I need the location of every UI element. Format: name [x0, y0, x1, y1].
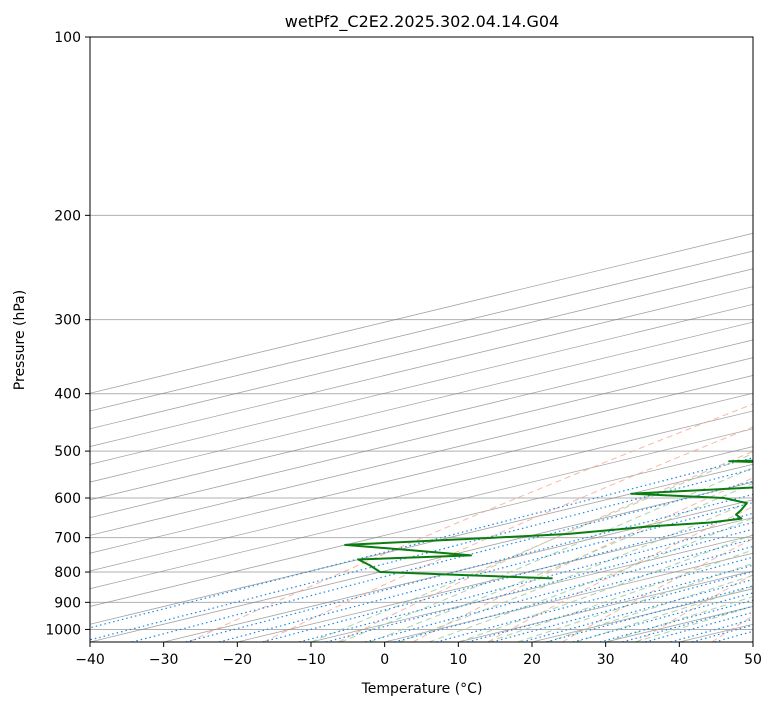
isotherm-line — [90, 321, 753, 483]
y-tick-label: 400 — [54, 387, 81, 403]
dry-adiabat-line — [188, 403, 753, 642]
moist-adiabat-line — [399, 499, 753, 642]
isotherm-line — [90, 268, 753, 430]
plot-frame — [89, 36, 754, 643]
x-tick-label: 40 — [670, 652, 688, 668]
dry-adiabat-line — [263, 426, 753, 642]
moist-adiabat-line — [369, 482, 753, 642]
moist-adiabat-line — [458, 534, 753, 642]
y-axis-title: Pressure (hPa) — [12, 290, 28, 390]
isotherm-line — [163, 499, 753, 642]
y-tick-label: 300 — [54, 313, 81, 329]
isotherm-line — [458, 570, 753, 642]
y-tick-label: 1000 — [45, 622, 81, 638]
moist-adiabat-line — [340, 467, 753, 642]
isotherm-line — [605, 606, 753, 642]
isotherm-line — [90, 410, 753, 572]
dry-adiabat-line — [711, 615, 753, 642]
axes: −40 −30 −20 −10 0 10 20 30 40 50 100 200 300 400 500 60… — [45, 30, 762, 668]
x-tick-label: 10 — [449, 652, 467, 668]
dry-adiabat-line — [562, 538, 753, 642]
y-tick-label: 800 — [54, 565, 81, 581]
isotherm-line — [679, 623, 753, 642]
isotherm-line — [90, 481, 753, 642]
x-tick-label: 50 — [744, 652, 762, 668]
isotherm-line — [90, 250, 753, 412]
x-tick-label: 20 — [523, 652, 541, 668]
isotherm-line — [384, 552, 753, 642]
mixing-ratio-line — [299, 521, 753, 642]
isotherm-line — [90, 392, 753, 554]
isotherm-line — [90, 428, 753, 590]
y-tick-label: 500 — [54, 444, 81, 460]
isotherm-line — [310, 534, 753, 642]
y-tick-label: 600 — [54, 491, 81, 507]
x-tick-label: −20 — [223, 652, 253, 668]
isotherm-line — [90, 446, 753, 607]
moist-adiabat-line — [517, 562, 753, 642]
moist-adiabat-line — [546, 574, 753, 642]
moist-adiabat-line — [634, 605, 753, 642]
dewpoint-profile — [344, 459, 753, 580]
x-tick-label: 0 — [380, 652, 389, 668]
y-tick-label: 100 — [54, 30, 81, 46]
x-tick-label: −10 — [296, 652, 326, 668]
mixing-ratio-line — [492, 571, 753, 642]
mixing-ratio-line — [131, 480, 753, 642]
x-axis-title: Temperature (°C) — [361, 681, 483, 697]
mixing-ratio-line — [365, 538, 753, 642]
dry-adiabat-line — [337, 450, 753, 642]
y-tick-label: 200 — [54, 208, 81, 224]
mixing-ratio-line — [90, 457, 753, 629]
y-tick-label: 900 — [54, 595, 81, 611]
chart-title: wetPf2_C2E2.2025.302.04.14.G04 — [285, 12, 559, 32]
x-tick-label: 30 — [597, 652, 615, 668]
isotherm-line — [90, 232, 753, 394]
moist-adiabat-line — [576, 585, 753, 642]
dry-adiabat-line — [412, 477, 753, 642]
dry-adiabat-line — [636, 574, 753, 642]
x-tick-label: −30 — [149, 652, 179, 668]
moist-adiabat-line — [487, 549, 753, 642]
mixing-ratio-line — [436, 556, 753, 642]
x-tick-label: −40 — [75, 652, 105, 668]
isotherm-line — [90, 303, 753, 465]
y-tick-label: 700 — [54, 531, 81, 547]
isotherm-line — [752, 641, 753, 642]
dry-adiabat-line — [487, 506, 753, 642]
mixing-ratio-line — [394, 545, 753, 642]
isotherm-line — [90, 286, 753, 447]
mixing-ratio-line — [467, 564, 753, 642]
